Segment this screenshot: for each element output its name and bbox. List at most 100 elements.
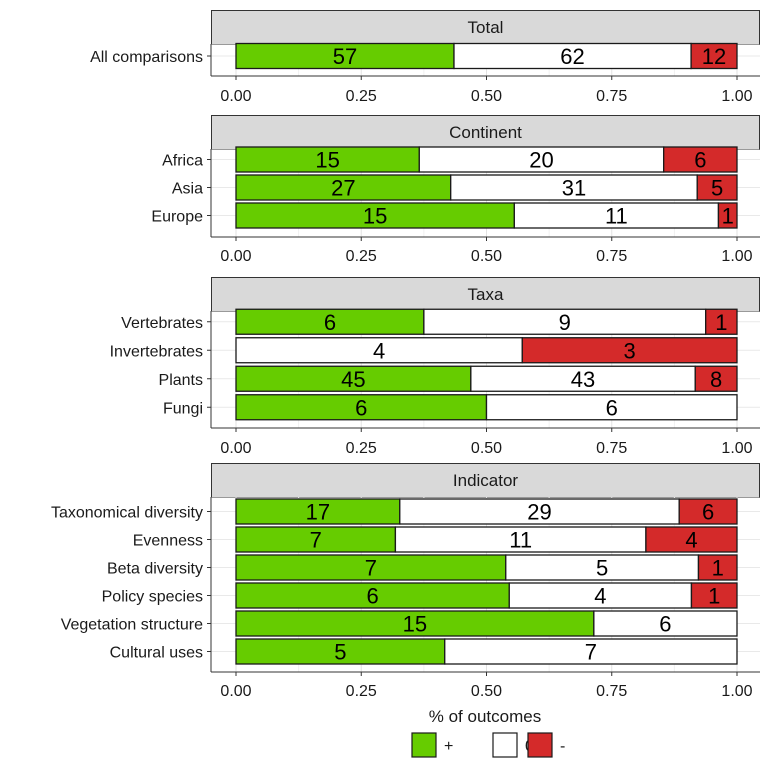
x-tick-label: 0.75	[596, 683, 627, 700]
panel-title: Continent	[449, 123, 522, 142]
bar-value-label: 1	[715, 310, 727, 335]
bar-segment-neg	[678, 498, 738, 525]
bar-value-label: 4	[594, 584, 606, 609]
row-label: Cultural uses	[110, 645, 203, 662]
x-tick-label: 0.00	[220, 248, 251, 265]
x-tick-label: 1.00	[721, 88, 752, 105]
bar-value-label: 12	[702, 44, 726, 69]
bar-row: 15 11 1	[235, 202, 738, 229]
row-label: Evenness	[133, 533, 203, 550]
bar-segment-pos	[235, 526, 397, 553]
x-tick-label: 0.50	[471, 88, 502, 105]
bar-segment-zero	[593, 610, 738, 637]
row-label: All comparisons	[90, 49, 203, 66]
bar-segment-zero	[394, 526, 647, 553]
row-label: Africa	[162, 153, 203, 170]
bar-value-label: 9	[559, 310, 571, 335]
bar-segment-pos	[235, 394, 488, 421]
x-tick-label: 1.00	[721, 683, 752, 700]
bar-value-label: 62	[560, 44, 584, 69]
bar-value-label: 1	[712, 556, 724, 581]
x-axis-title: % of outcomes	[429, 707, 541, 726]
x-tick-label: 0.75	[596, 440, 627, 457]
bar-segment-zero	[423, 308, 707, 335]
bar-value-label: 6	[659, 612, 671, 637]
bar-segment-zero	[235, 337, 523, 364]
row-label: Policy species	[102, 589, 203, 606]
bar-row: 57 62 12	[235, 42, 738, 70]
bar-value-label: 43	[571, 367, 595, 392]
row-label: Plants	[159, 372, 203, 389]
bar-value-label: 4	[685, 528, 697, 553]
legend-swatch-neg	[527, 732, 553, 758]
bar-segment-neg	[663, 146, 738, 173]
row-label: Europe	[151, 209, 203, 226]
bar-value-label: 6	[606, 395, 618, 420]
bar-segment-neg	[521, 337, 738, 364]
x-tick-label: 0.25	[346, 683, 377, 700]
legend-swatch-pos	[411, 732, 437, 758]
x-tick-label: 1.00	[721, 440, 752, 457]
bar-row: 45 43 8	[235, 365, 738, 392]
panel-total: Total 57 62 12 All comparisons 0.00 0.25 0.50 0.…	[90, 10, 760, 105]
bar-segment-neg	[645, 526, 738, 553]
x-tick-label: 0.00	[220, 88, 251, 105]
row-label: Vertebrates	[121, 315, 203, 332]
legend: +0-	[411, 732, 565, 758]
bar-value-label: 7	[310, 528, 322, 553]
bar-row: 15 20 6	[235, 146, 738, 173]
bar-segment-zero	[418, 146, 665, 173]
bar-value-label: 27	[331, 176, 355, 201]
bar-row: 17 29 6	[235, 498, 738, 525]
bar-row: 6 9 1	[235, 308, 738, 335]
panel-title: Indicator	[453, 471, 519, 490]
bar-segment-zero	[470, 365, 696, 392]
bar-row: 15 6	[235, 610, 738, 637]
bar-segment-pos	[235, 174, 452, 201]
bar-segment-neg	[717, 202, 738, 229]
bar-value-label: 8	[710, 367, 722, 392]
row-label: Asia	[172, 181, 203, 198]
panel-title: Total	[468, 18, 504, 37]
bar-segment-zero	[453, 42, 692, 70]
bar-segment-neg	[690, 582, 738, 609]
bar-value-label: 15	[403, 612, 427, 637]
x-tick-label: 1.00	[721, 248, 752, 265]
bar-value-label: 5	[596, 556, 608, 581]
bar-segment-neg	[694, 365, 738, 392]
bar-row: 6 4 1	[235, 582, 738, 609]
x-tick-label: 0.75	[596, 248, 627, 265]
bar-segment-zero	[505, 554, 700, 581]
x-tick-label: 0.50	[471, 683, 502, 700]
row-label: Vegetation structure	[61, 617, 203, 634]
bar-value-label: 6	[694, 148, 706, 173]
bar-value-label: 15	[363, 204, 387, 229]
bar-row: 27 31 5	[235, 174, 738, 201]
bar-value-label: 57	[333, 44, 357, 69]
row-label: Beta diversity	[107, 561, 203, 578]
bar-value-label: 15	[315, 148, 339, 173]
bar-value-label: 17	[306, 500, 330, 525]
bar-value-label: 7	[365, 556, 377, 581]
bar-segment-neg	[690, 42, 738, 70]
row-label: Invertebrates	[110, 343, 203, 360]
bar-row: 7 11 4	[235, 526, 738, 553]
bar-row: 7 5 1	[235, 554, 738, 581]
bar-value-label: 31	[562, 176, 586, 201]
bar-value-label: 11	[509, 528, 532, 553]
x-tick-label: 0.25	[346, 88, 377, 105]
bar-segment-neg	[697, 554, 738, 581]
bar-segment-pos	[235, 554, 507, 581]
bar-value-label: 7	[585, 640, 597, 665]
x-tick-label: 0.75	[596, 88, 627, 105]
bar-value-label: 11	[605, 204, 628, 229]
x-tick-label: 0.50	[471, 248, 502, 265]
bar-segment-pos	[235, 610, 595, 637]
x-tick-label: 0.50	[471, 440, 502, 457]
x-tick-label: 0.25	[346, 440, 377, 457]
bar-segment-zero	[450, 174, 698, 201]
